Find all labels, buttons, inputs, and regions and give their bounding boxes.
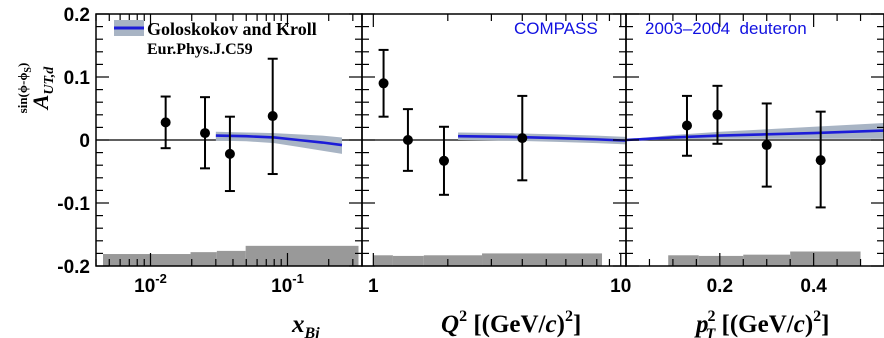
x-tick-label-xbj-0: 10-2 <box>134 271 167 297</box>
systematic-bar-q2-0 <box>373 255 393 266</box>
data-point-pt2-2 <box>761 140 772 151</box>
systematic-bar-xbj-0 <box>103 254 191 266</box>
systematic-bar-pt2-1 <box>698 255 744 266</box>
annotation-experiment: COMPASS <box>514 19 598 38</box>
panel-xbj: 10-2 10-1 <box>95 13 363 297</box>
y-tick-label-3: -0.1 <box>57 194 90 215</box>
y-axis-title-superscript: sin(ϕ-ϕS) <box>15 63 34 114</box>
y-tick-label-2: 0 <box>79 131 90 152</box>
data-point-xbj-2 <box>224 148 235 159</box>
y-axis-title: AUT,d sin(ϕ-ϕS) <box>15 63 57 114</box>
data-point-xbj-3 <box>267 111 278 122</box>
systematic-bar-xbj-2 <box>216 250 246 266</box>
legend-entry: Goloskokov and Kroll <box>147 19 317 39</box>
data-point-pt2-0 <box>681 120 692 131</box>
data-point-q2-3 <box>517 133 528 144</box>
data-point-xbj-0 <box>160 117 171 128</box>
x-tick-label-pt2-0: 0.2 <box>707 276 733 297</box>
x-axis-title-pt2: p2 T [(GeV/c)2] <box>694 308 830 338</box>
y-tick-label-1: 0.1 <box>64 68 91 89</box>
data-point-q2-1 <box>402 135 413 145</box>
y-axis-title-main: AUT,d <box>28 66 57 112</box>
model-line-q2 <box>458 134 627 142</box>
x-tick-label-pt2-1: 0.4 <box>800 276 827 297</box>
systematic-bar-q2-2 <box>423 255 483 266</box>
x-axis-title-q2: Q2 [(GeV/c)2] <box>441 308 581 338</box>
data-point-q2-0 <box>378 78 389 89</box>
data-point-q2-2 <box>438 155 449 166</box>
systematic-bar-pt2-3 <box>790 251 861 266</box>
systematic-bar-xbj-1 <box>190 252 217 266</box>
x-tick-label-q2-1: 10 <box>610 276 631 297</box>
model-line-xbj <box>215 134 343 147</box>
systematic-bar-q2-1 <box>392 255 424 266</box>
data-point-pt2-1 <box>712 109 723 120</box>
data-point-xbj-1 <box>200 128 211 139</box>
systematic-bar-xbj-3 <box>245 245 359 266</box>
systematic-bar-q2-3 <box>482 253 603 266</box>
y-tick-label-4: -0.2 <box>57 257 90 278</box>
panels-layer: 10-2 10-1 1 10 0.2 0.4 0.2 0.1 0 -0.1 -0.2 <box>57 5 884 297</box>
legend: Goloskokov and Kroll Eur.Phys.J.C59 <box>114 19 317 58</box>
x-tick-label-xbj-1: 10-1 <box>271 271 304 297</box>
systematic-bar-pt2-0 <box>668 255 699 266</box>
y-tick-label-0: 0.2 <box>64 5 90 26</box>
panel-pt2: 0.2 0.4 <box>625 13 884 297</box>
panel-q2: 1 10 <box>361 13 631 297</box>
x-axis-title-xbj: xBj <box>291 311 320 338</box>
annotation-dataset: 2003–2004 deuteron <box>645 19 807 38</box>
legend-reference: Eur.Phys.J.C59 <box>147 41 253 58</box>
x-tick-label-q2-0: 1 <box>368 276 379 297</box>
data-point-pt2-3 <box>815 155 826 166</box>
model-line-pt2 <box>625 129 884 142</box>
